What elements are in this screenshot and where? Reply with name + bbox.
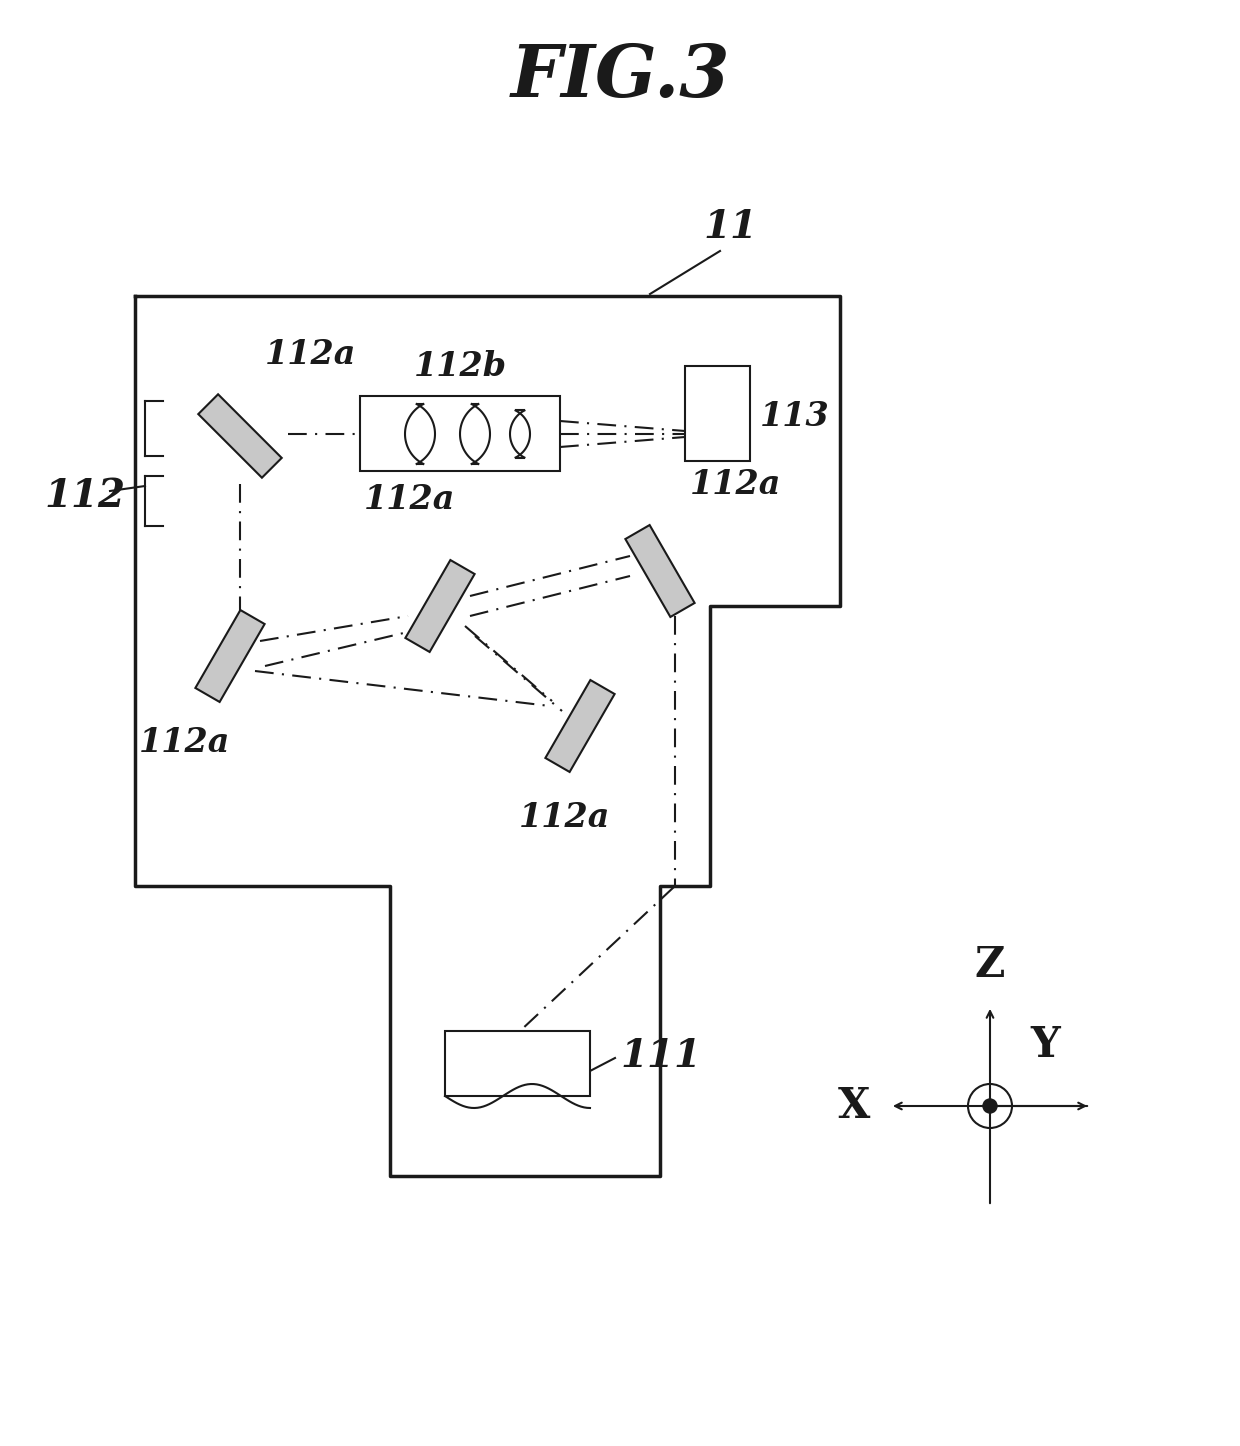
Polygon shape [405,560,475,652]
Text: 112a: 112a [365,483,455,516]
Text: FIG.3: FIG.3 [510,40,730,111]
Text: 112: 112 [45,477,125,515]
Polygon shape [198,395,281,477]
Text: 113: 113 [760,399,830,432]
Polygon shape [196,610,264,701]
Bar [445,1031,590,1096]
Bar [360,396,560,471]
Text: 112a: 112a [520,801,610,834]
Text: 112b: 112b [413,350,507,383]
Text: X: X [838,1084,870,1126]
Text: 11: 11 [703,208,756,246]
Polygon shape [625,525,694,617]
Text: 111: 111 [620,1037,701,1074]
Text: 112a: 112a [139,726,231,759]
Polygon shape [546,680,615,772]
Text: Z: Z [975,944,1006,986]
Circle shape [983,1099,997,1113]
Text: 112a: 112a [265,338,356,372]
Text: 112a: 112a [689,469,781,500]
Bar [684,366,750,461]
Text: Y: Y [1030,1024,1060,1066]
